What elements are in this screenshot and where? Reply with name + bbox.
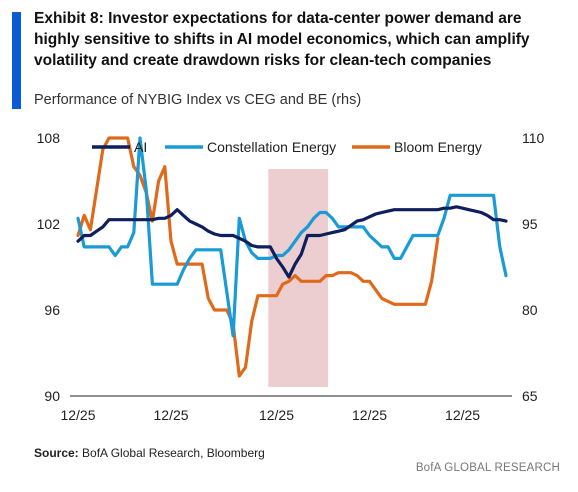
legend-label-ai: AI <box>134 139 147 155</box>
x-tick-label: 12/25 <box>60 407 95 423</box>
y-left-tick-label: 102 <box>37 216 61 232</box>
footer-brand: BofA GLOBAL RESEARCH <box>415 462 560 474</box>
x-tick-label: 12/25 <box>154 407 189 423</box>
accent-bar <box>12 12 21 109</box>
series-line-ai <box>76 205 508 279</box>
y-left-tick-label: 108 <box>37 130 61 146</box>
y-right-tick-label: 95 <box>522 216 538 232</box>
x-tick-label: 12/25 <box>352 407 387 423</box>
chart-subtitle: Performance of NYBIG Index vs CEG and BE… <box>34 92 362 108</box>
y-left-tick-label: 90 <box>44 388 60 404</box>
source-note: Source: BofA Global Research, Bloomberg <box>34 446 265 460</box>
exhibit-title: Exhibit 8: Investor expectations for dat… <box>34 10 530 69</box>
y-left-tick-label: 96 <box>44 302 60 318</box>
source-text: BofA Global Research, Bloomberg <box>82 446 265 460</box>
y-right-tick-label: 65 <box>522 388 538 404</box>
y-right-tick-label: 110 <box>522 130 545 146</box>
y-right-tick-label: 80 <box>522 302 538 318</box>
series-line-constellation-energy <box>76 136 508 338</box>
line-chart: 90 96 102 108 65 80 95 110 12/25 12/25 12/25 12/25 1… <box>37 130 545 423</box>
legend-label-constellation-energy: Constellation Energy <box>207 139 336 155</box>
legend-label-bloom-energy: Bloom Energy <box>394 139 482 155</box>
source-label: Source: <box>34 446 79 460</box>
x-tick-label: 12/25 <box>445 407 480 423</box>
x-tick-label: 12/25 <box>259 407 294 423</box>
